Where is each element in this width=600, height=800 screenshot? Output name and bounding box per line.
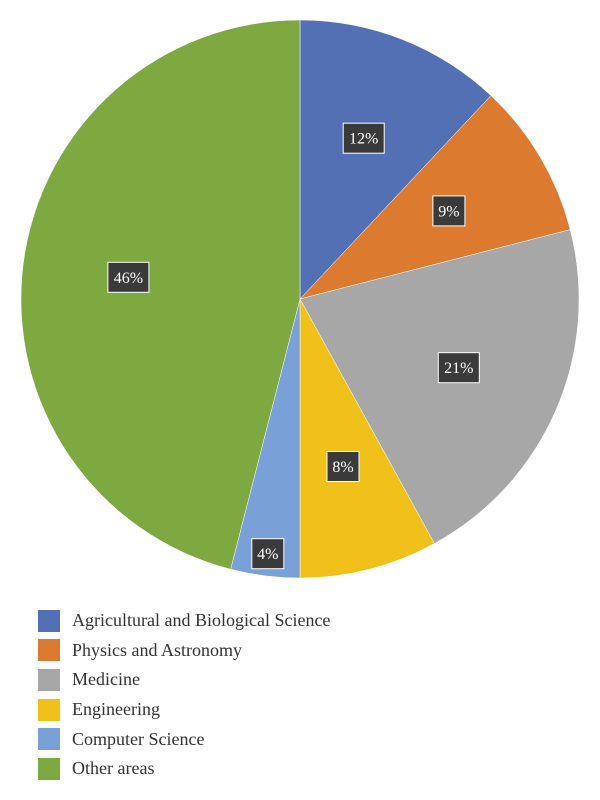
data-label-group: 21% bbox=[437, 352, 480, 384]
legend-swatch bbox=[38, 668, 60, 691]
data-label-box bbox=[342, 122, 385, 154]
pie-data-labels: 12% 9% 21% 8% 4% 46% bbox=[107, 122, 480, 570]
legend-item: Other areas bbox=[38, 754, 578, 784]
legend-swatch bbox=[38, 639, 60, 662]
legend-item: Medicine bbox=[38, 665, 578, 695]
data-label-box bbox=[251, 538, 285, 570]
data-label: 46% bbox=[114, 270, 143, 287]
pie-slice-other-areas bbox=[20, 19, 301, 570]
legend-swatch bbox=[38, 609, 60, 632]
data-label: 12% bbox=[349, 131, 378, 148]
legend-swatch bbox=[38, 728, 60, 751]
legend-label: Engineering bbox=[72, 699, 160, 720]
data-label: 9% bbox=[438, 203, 459, 220]
data-label-box bbox=[437, 352, 480, 384]
pie-slices bbox=[20, 19, 580, 579]
legend-item: Agricultural and Biological Science bbox=[38, 606, 578, 636]
legend-item: Engineering bbox=[38, 695, 578, 725]
legend-label: Medicine bbox=[72, 669, 140, 690]
data-label-group: 4% bbox=[251, 538, 285, 570]
legend-label: Physics and Astronomy bbox=[72, 639, 243, 660]
pie-chart-svg: 12% 9% 21% 8% 4% 46% bbox=[20, 19, 580, 579]
pie-slice-medicine bbox=[299, 229, 580, 544]
data-label-box bbox=[107, 261, 150, 293]
legend-label: Computer Science bbox=[72, 728, 205, 749]
legend-item: Physics and Astronomy bbox=[38, 636, 578, 666]
pie-slice-agricultural-and-biological-science bbox=[299, 19, 492, 300]
data-label-group: 46% bbox=[107, 261, 150, 293]
data-label-box bbox=[432, 195, 466, 227]
legend-label: Agricultural and Biological Science bbox=[72, 610, 331, 631]
legend-swatch bbox=[38, 698, 60, 721]
data-label-group: 9% bbox=[432, 195, 466, 227]
data-label: 4% bbox=[257, 546, 278, 563]
legend-label: Other areas bbox=[72, 758, 155, 779]
data-label-group: 8% bbox=[326, 451, 360, 482]
legend-item: Computer Science bbox=[38, 724, 578, 754]
data-label-box bbox=[326, 451, 360, 482]
data-label-group: 12% bbox=[342, 122, 385, 154]
data-label: 8% bbox=[332, 459, 353, 476]
legend-swatch bbox=[38, 757, 60, 780]
data-label: 21% bbox=[444, 360, 473, 377]
pie-slice-engineering bbox=[299, 298, 435, 579]
legend: Agricultural and Biological Science Physi… bbox=[38, 606, 578, 784]
